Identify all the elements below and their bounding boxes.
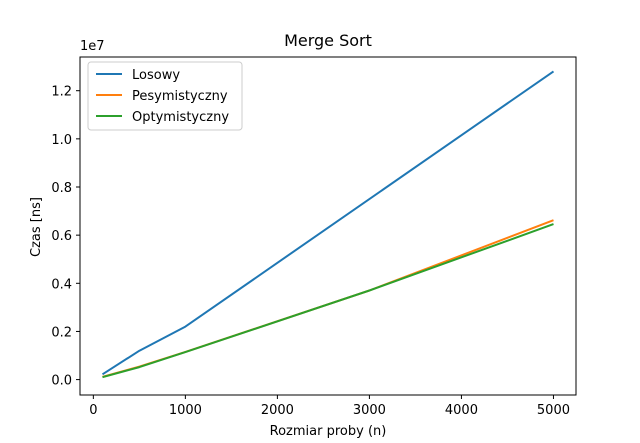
y-tick-label: 0.8 [51,181,72,196]
y-tick-label: 1.2 [51,85,72,100]
series-lines [101,70,555,379]
legend-box [87,61,243,131]
x-tick-label: 3000 [353,403,386,418]
y-tick-label: 0.4 [51,277,72,292]
x-axis-label: Rozmiar proby (n) [270,424,387,439]
x-tick-label: 2000 [261,403,294,418]
x-tick-label: 5000 [537,403,570,418]
y-tick-label: 0.2 [51,325,72,340]
x-tick-label: 0 [89,403,97,418]
x-tick-label: 1000 [169,403,202,418]
chart-title: Merge Sort [284,31,372,50]
legend-entry: Pesymistyczny [132,89,228,104]
series-line-pesymistyczny [102,219,554,378]
plot-area [79,56,577,396]
y-axis-ticks: 0.0 0.2 0.4 0.6 0.8 1.0 1.2 [51,85,80,389]
series-line-optymistyczny [102,223,554,379]
y-tick-label: 0.6 [51,229,72,244]
series-line-losowy [101,70,555,376]
legend: Losowy Pesymistyczny Optymistyczny [87,61,243,131]
legend-entry: Optymistyczny [132,110,229,125]
plot-frame [79,56,577,396]
y-tick-label: 0.0 [51,374,72,389]
legend-entry: Losowy [132,68,180,83]
y-tick-label: 1.0 [51,133,72,148]
x-axis-ticks: 0 1000 2000 3000 4000 5000 [89,395,570,418]
x-tick-label: 4000 [445,403,478,418]
y-offset-label: 1e7 [80,39,105,54]
y-axis-label: Czas [ns] [29,197,44,257]
